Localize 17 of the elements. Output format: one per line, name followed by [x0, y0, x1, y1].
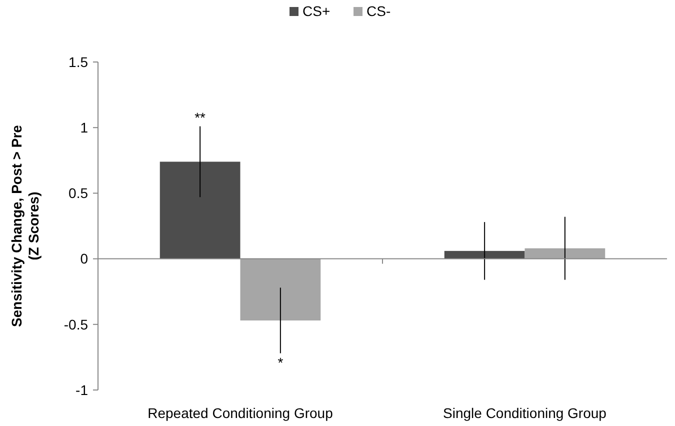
legend-label: CS+: [302, 3, 330, 19]
bar: [444, 250, 525, 259]
annotation: *: [278, 354, 284, 370]
y-tick-label: -0.5: [64, 316, 88, 332]
bar: [524, 248, 606, 259]
y-tick-label: 1.5: [68, 54, 88, 70]
x-tick-label: Single Conditioning Group: [443, 405, 607, 421]
legend-label: CS-: [366, 3, 391, 19]
annotation: **: [194, 109, 206, 126]
y-tick-label: -1: [76, 382, 88, 398]
bar: [240, 258, 321, 320]
bar: [160, 162, 240, 259]
x-tick-label: Repeated Conditioning Group: [148, 405, 334, 421]
y-tick-label: 0: [80, 250, 88, 267]
y-axis-title: Sensitivity Change, Post > Pre (Z Scores): [8, 124, 42, 327]
y-tick-label: 1: [80, 120, 88, 136]
y-tick-label: 0.5: [68, 185, 88, 202]
